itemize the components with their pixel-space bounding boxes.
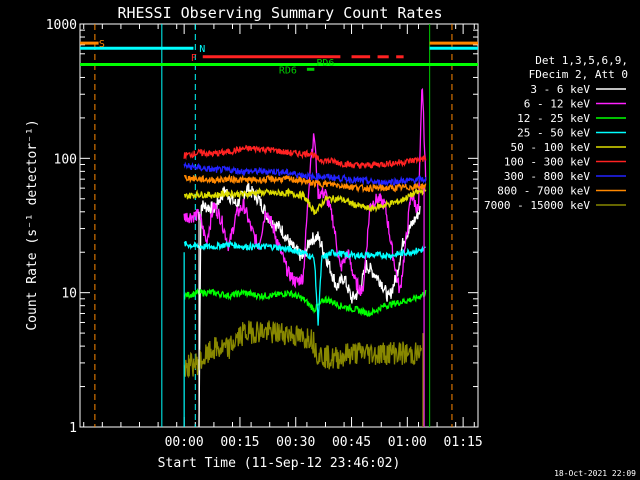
saa-flag-label: S bbox=[99, 39, 105, 50]
plot-frame bbox=[79, 23, 479, 428]
y-tick-label: 1000 bbox=[46, 18, 77, 33]
legend-entry-label: 6 - 12 keV bbox=[524, 98, 591, 111]
legend-entry-label: 800 - 7000 keV bbox=[497, 185, 590, 198]
x-axis-label: Start Time (11-Sep-12 23:46:02) bbox=[158, 456, 401, 471]
chart-title: RHESSI Observing Summary Count Rates bbox=[117, 4, 442, 22]
legend-header: Det 1,3,5,6,9, bbox=[535, 54, 628, 67]
series-line-800-7000-kev bbox=[183, 173, 427, 194]
y-axis-label: Count Rate (s⁻¹ detector⁻¹) bbox=[25, 119, 40, 330]
series-line-7000-15000-kev bbox=[183, 320, 422, 379]
x-tick-label: 01:00 bbox=[388, 435, 427, 450]
series-line-50-100-kev bbox=[183, 186, 427, 215]
y-tick-label: 10 bbox=[61, 287, 77, 302]
night-flag-label: N bbox=[199, 44, 205, 55]
rd6-flag-label: RD6 bbox=[279, 65, 297, 76]
series-line-300-800-kev bbox=[183, 161, 427, 188]
legend-entry-label: 7000 - 15000 keV bbox=[484, 199, 590, 212]
series-line-3-6-kev bbox=[198, 182, 421, 427]
legend-header: FDecim 2, Att 0 bbox=[529, 68, 628, 81]
pd6-flag-label: PD6 bbox=[316, 58, 334, 69]
legend-entry-label: 3 - 6 keV bbox=[530, 83, 590, 96]
timestamp-label: 18-Oct-2021 22:09 bbox=[554, 469, 636, 478]
series-line-12-25-kev bbox=[183, 287, 427, 318]
legend-entry-label: 50 - 100 keV bbox=[511, 141, 591, 154]
x-tick-label: 00:15 bbox=[220, 435, 259, 450]
x-tick-label: 00:30 bbox=[276, 435, 315, 450]
y-tick-label: 100 bbox=[54, 152, 77, 167]
x-tick-label: 00:45 bbox=[332, 435, 371, 450]
flare-flag-label: F bbox=[191, 53, 197, 64]
series-line-25-50-kev bbox=[183, 240, 426, 326]
legend-entry-label: 25 - 50 keV bbox=[517, 127, 590, 140]
legend-entry-label: 300 - 800 keV bbox=[504, 170, 590, 183]
legend-entry-label: 12 - 25 keV bbox=[517, 112, 590, 125]
series-line-100-300-kev bbox=[183, 144, 427, 169]
y-tick-label: 1 bbox=[69, 421, 77, 436]
x-tick-label: 01:15 bbox=[444, 435, 483, 450]
legend-entry-label: 100 - 300 keV bbox=[504, 156, 590, 169]
x-tick-label: 00:00 bbox=[165, 435, 204, 450]
series-line-6-12-kev bbox=[183, 87, 427, 296]
